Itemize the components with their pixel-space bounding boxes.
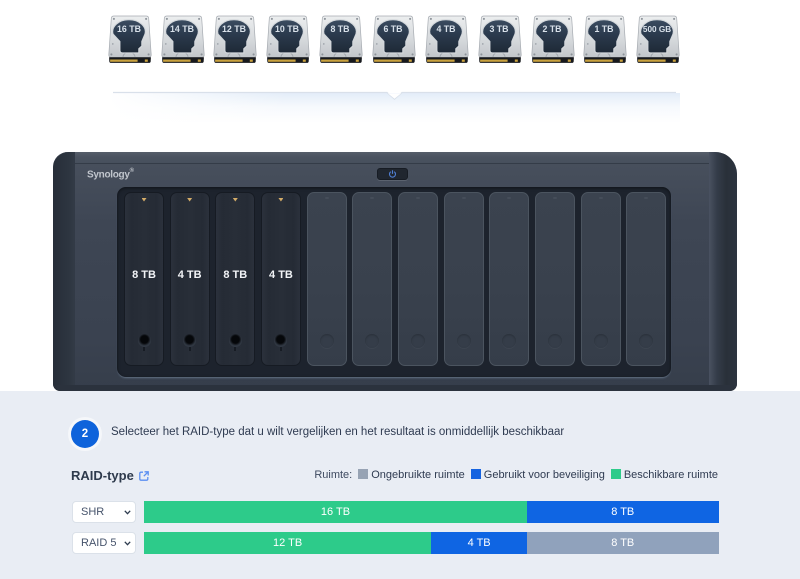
svg-text:8 TB: 8 TB xyxy=(331,24,350,34)
svg-text:3 TB: 3 TB xyxy=(489,24,508,34)
svg-text:14 TB: 14 TB xyxy=(170,24,194,34)
svg-text:1 TB: 1 TB xyxy=(595,24,614,34)
svg-text:10 TB: 10 TB xyxy=(275,24,299,34)
svg-text:500 GB: 500 GB xyxy=(643,25,671,34)
svg-text:4 TB: 4 TB xyxy=(436,24,455,34)
svg-text:12 TB: 12 TB xyxy=(222,24,246,34)
svg-text:2 TB: 2 TB xyxy=(542,24,561,34)
svg-text:16 TB: 16 TB xyxy=(117,24,141,34)
svg-text:6 TB: 6 TB xyxy=(383,24,402,34)
